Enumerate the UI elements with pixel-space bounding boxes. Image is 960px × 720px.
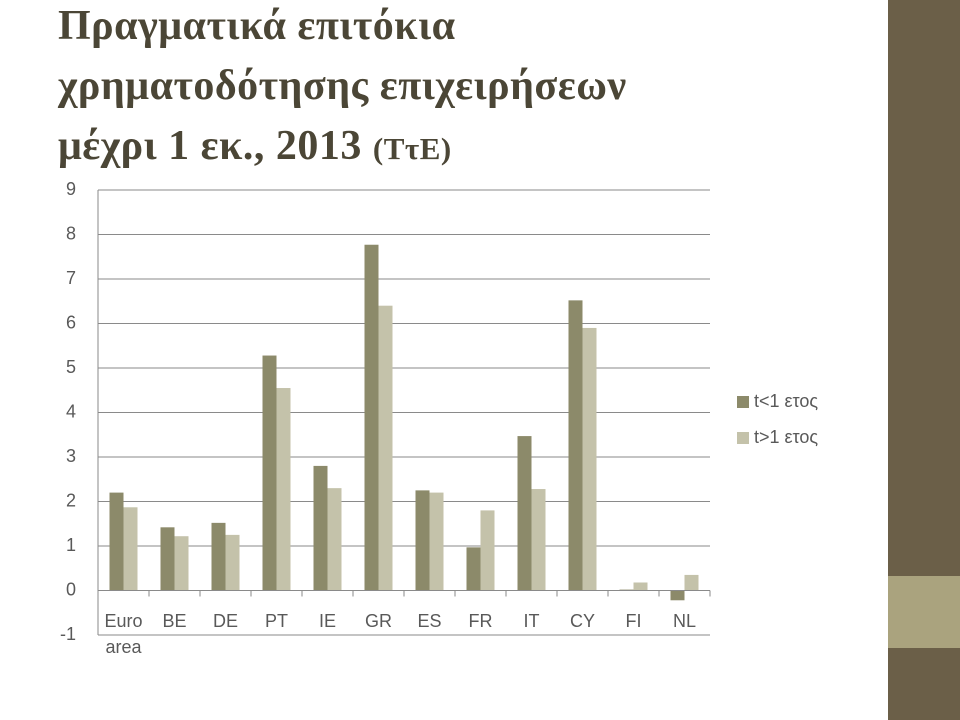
y-tick-label: 1	[66, 535, 76, 555]
x-tick-label: Euro area	[104, 611, 143, 657]
sidebar-accent	[888, 576, 960, 648]
y-tick-label: 4	[66, 401, 76, 421]
bar	[378, 305, 393, 591]
x-tick-label: DE	[212, 611, 238, 631]
x-tick-label: IE	[318, 611, 336, 631]
legend-label: t<1 ετος	[754, 391, 818, 411]
y-tick-label: 7	[66, 268, 76, 288]
bar	[582, 327, 597, 591]
bar	[160, 527, 175, 591]
legend-swatch	[737, 396, 749, 408]
x-tick-label: GR	[365, 611, 392, 631]
bar	[531, 489, 546, 591]
bar	[123, 507, 138, 591]
x-tick-label: NL	[672, 611, 696, 631]
y-tick-label: -1	[60, 624, 76, 644]
bar	[466, 547, 481, 591]
x-tick-label: ES	[417, 611, 442, 631]
bar	[109, 492, 124, 591]
bar	[364, 244, 379, 591]
bar	[429, 492, 444, 591]
title-line: χρηματοδότησης επιχειρήσεων	[58, 63, 627, 109]
bar	[174, 536, 189, 591]
x-tick-label: IT	[523, 611, 540, 631]
bar	[480, 510, 495, 591]
bar	[415, 490, 430, 591]
bar	[276, 388, 291, 591]
title-line: μέχρι 1 εκ., 2013 (ΤτΕ)	[58, 122, 452, 170]
y-tick-label: 6	[66, 312, 76, 332]
x-tick-label: FI	[625, 611, 642, 631]
y-tick-label: 8	[66, 223, 76, 243]
bar	[670, 590, 685, 601]
bar	[684, 574, 699, 591]
source: (ΤτΕ)	[372, 131, 452, 166]
x-tick-label: CY	[569, 611, 595, 631]
y-tick-label: 5	[66, 357, 76, 377]
y-tick-label: 2	[66, 490, 76, 510]
title-text: μέχρι 1 εκ., 2013	[58, 123, 362, 169]
x-tick-label: PT	[264, 611, 288, 631]
bar	[633, 582, 648, 591]
legend-swatch	[737, 432, 749, 444]
bar	[211, 522, 226, 591]
legend-label: t>1 ετος	[754, 427, 818, 447]
y-tick-label: 3	[66, 446, 76, 466]
bar	[517, 436, 532, 591]
y-tick-label: 0	[66, 579, 76, 599]
bar	[313, 465, 328, 591]
bar	[225, 534, 240, 591]
bar	[568, 300, 583, 591]
x-tick-label: BE	[162, 611, 187, 631]
title-line: Πραγματικά επιτόκια	[58, 3, 456, 49]
x-tick-label: FR	[468, 611, 493, 631]
bar	[262, 355, 277, 591]
y-tick-label: 9	[66, 179, 76, 199]
bar	[327, 488, 342, 591]
